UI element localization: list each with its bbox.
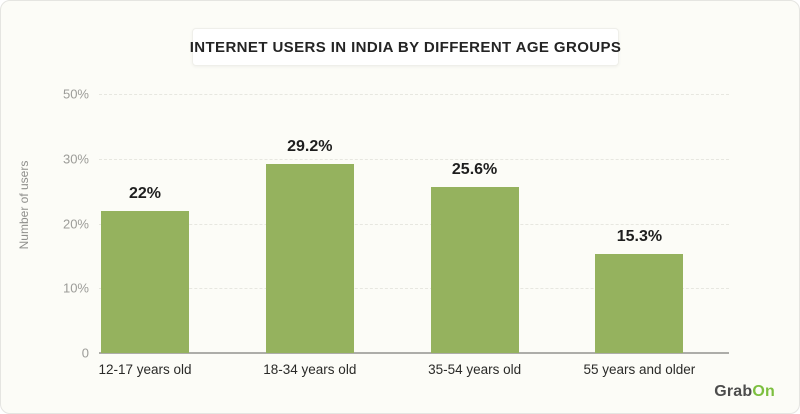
- gridline: [99, 223, 729, 225]
- bar: [265, 164, 354, 353]
- y-tick-label: 0: [81, 345, 89, 361]
- gridline: [99, 288, 729, 290]
- y-tick-label: 10%: [62, 280, 89, 296]
- bar-value-label: 25.6%: [451, 161, 498, 178]
- grabon-logo-on: On: [752, 383, 775, 400]
- bar: [101, 211, 189, 353]
- grabon-logo: GrabOn: [714, 383, 775, 401]
- chart-title: INTERNET USERS IN INDIA BY DIFFERENT AGE…: [189, 38, 622, 56]
- bar-value-label: 22%: [128, 185, 162, 202]
- y-tick-label: 20%: [62, 216, 89, 231]
- gridline: [99, 158, 729, 160]
- bar: [430, 187, 519, 353]
- x-tick-label: 18-34 years old: [263, 362, 357, 377]
- y-tick-label: 50%: [62, 86, 89, 102]
- x-axis-line: [99, 352, 729, 354]
- x-tick-label: 55 years and older: [583, 362, 696, 377]
- bar-value-label: 15.3%: [616, 228, 663, 245]
- chart-title-box: INTERNET USERS IN INDIA BY DIFFERENT AGE…: [189, 28, 622, 66]
- x-tick-label: 12-17 years old: [98, 362, 192, 377]
- bar-value-label: 29.2%: [287, 138, 333, 155]
- y-tick-label: 30%: [62, 151, 89, 167]
- x-tick-label: 35-54 years old: [428, 362, 522, 377]
- grabon-logo-grab: Grab: [714, 383, 753, 400]
- bar: [595, 254, 684, 353]
- gridline: [99, 94, 729, 95]
